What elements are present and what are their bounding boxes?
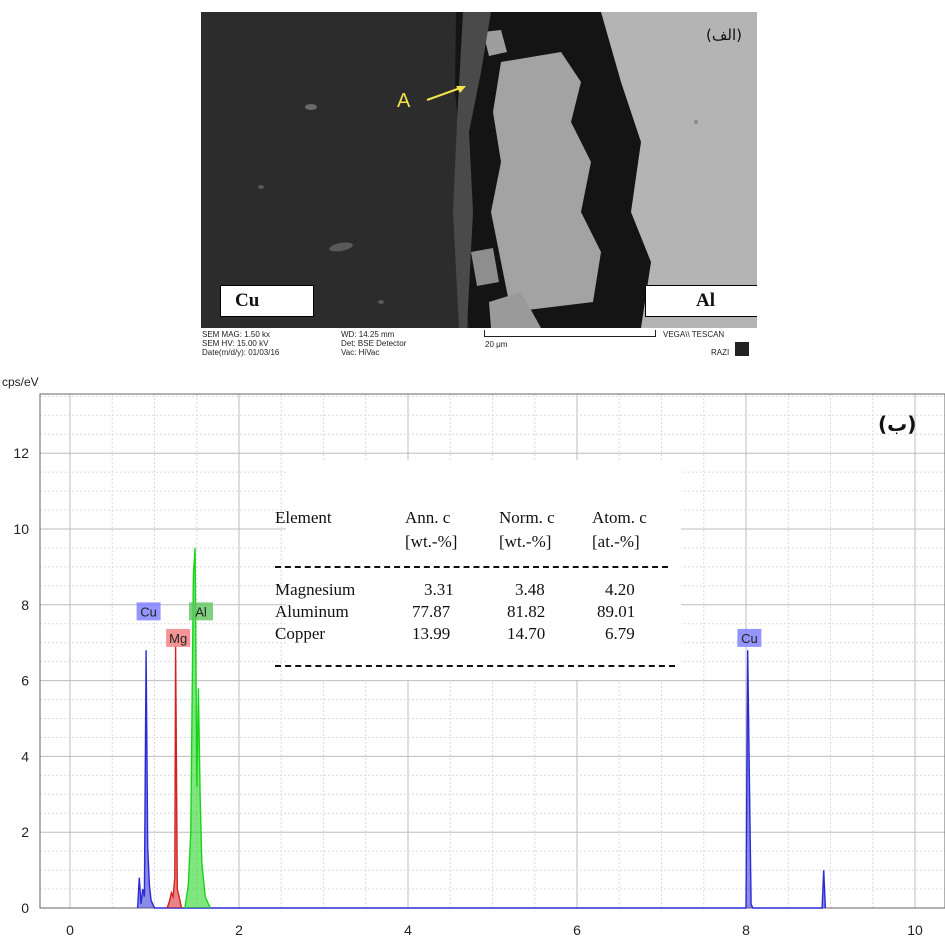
y-tick-label: 4 [21,748,29,764]
peak-label-box [188,602,213,621]
y-tick-label: 6 [21,673,29,689]
al-side-label: Al [645,285,757,317]
axis-ticks: 0 2 4 6 8 10 0 2 4 6 8 10 12 [13,445,923,938]
series-area-cu [137,650,826,908]
databar-vac: Vac: HiVac [341,348,380,357]
sem-image: A (الف) Cu Al [201,12,757,328]
micrograph-drawing [201,12,757,328]
cu-side-label: Cu [220,285,314,317]
panel-b-label: (ب) [878,412,917,436]
x-tick-label: 6 [573,922,581,938]
table-row-atom: 6.79 [605,624,635,643]
table-header-atom: Atom. c [592,508,647,527]
y-tick-label: 10 [13,521,29,537]
table-row-element: Magnesium [275,580,356,599]
table-rule-bottom [275,665,675,667]
sem-databar: SEM MAG: 1.50 kx SEM HV: 15.00 kV Date(m… [201,328,757,360]
series-al [184,547,211,909]
table-row-element: Copper [275,624,326,643]
y-tick-label: 8 [21,597,29,613]
table-header-norm: Norm. c [499,508,555,527]
peak-label-box [166,628,191,647]
databar-wd: WD: 14.25 mm [341,330,395,339]
table-row-atom: 89.01 [597,602,636,621]
table-row-atom: 4.20 [605,580,635,599]
peak-label-al: Al [188,602,213,621]
x-tick-label: 0 [66,922,74,938]
databar-det: Det: BSE Detector [341,339,407,348]
razi-logo [735,342,749,356]
table-unit-atom: [at.-%] [592,532,640,551]
table-row-ann: 3.31 [424,580,454,599]
table-unit-ann: [wt.-%] [405,532,458,551]
x-tick-label: 8 [742,922,750,938]
peak-label-box [136,602,161,621]
series-line-cu [136,650,827,909]
table-header-element: Element [275,508,332,527]
peak-label-cu: Cu [737,628,762,647]
table-unit-norm: [wt.-%] [499,532,552,551]
databar-hv: SEM HV: 15.00 kV [202,339,269,348]
y-axis-label: cps/eV [2,375,39,389]
databar-razi: RAZI [711,348,730,357]
peak-label-text: Cu [140,604,157,619]
scale-bar [484,330,656,337]
databar-mag: SEM MAG: 1.50 kx [202,330,271,339]
series-mg [166,646,183,909]
table-row-element: Aluminum [275,602,349,621]
scale-bar-label: 20 μm [485,340,508,349]
composition-table: Element Ann. c Norm. c Atom. c [wt.-%] [… [275,460,681,680]
table-row-ann: 13.99 [412,624,451,643]
databar-brand: VEGA\\ TESCAN [663,330,725,339]
peak-label-text: Mg [169,631,187,646]
x-tick-label: 4 [404,922,412,938]
x-tick-label: 10 [907,922,923,938]
table-row-norm: 81.82 [507,602,546,621]
peak-label-mg: Mg [166,628,191,647]
peak-label-text: Cu [741,631,758,646]
databar-col-2: WD: 14.25 mm Det: BSE Detector Vac: HiVa… [341,330,406,357]
series-line-al [184,547,211,909]
peak-label-text: Al [195,604,207,619]
databar-col-1: SEM MAG: 1.50 kx SEM HV: 15.00 kV Date(m… [202,330,279,357]
x-tick-label: 2 [235,922,243,938]
panel-a-label: (الف) [706,26,742,44]
peak-label-cu: Cu [136,602,161,621]
peak-labels: Cu Mg Al Cu [136,602,762,647]
series-line-mg [166,646,183,909]
y-tick-label: 12 [13,445,29,461]
table-row-ann: 77.87 [412,602,451,621]
table-row-norm: 14.70 [507,624,546,643]
table-rule-top [275,566,668,568]
y-tick-label: 2 [21,824,29,840]
spectrum-series [136,547,827,909]
sem-micrograph-panel: A (الف) Cu Al SEM MAG: 1.50 kx SEM HV: 1… [201,12,757,360]
table-header-ann: Ann. c [405,508,451,527]
series-cu [136,650,827,909]
point-a-label: A [397,90,411,112]
y-tick-label: 0 [21,900,29,916]
databar-date: Date(m/d/y): 01/03/16 [202,348,280,357]
peak-label-box [737,628,762,647]
table-row-norm: 3.48 [515,580,545,599]
